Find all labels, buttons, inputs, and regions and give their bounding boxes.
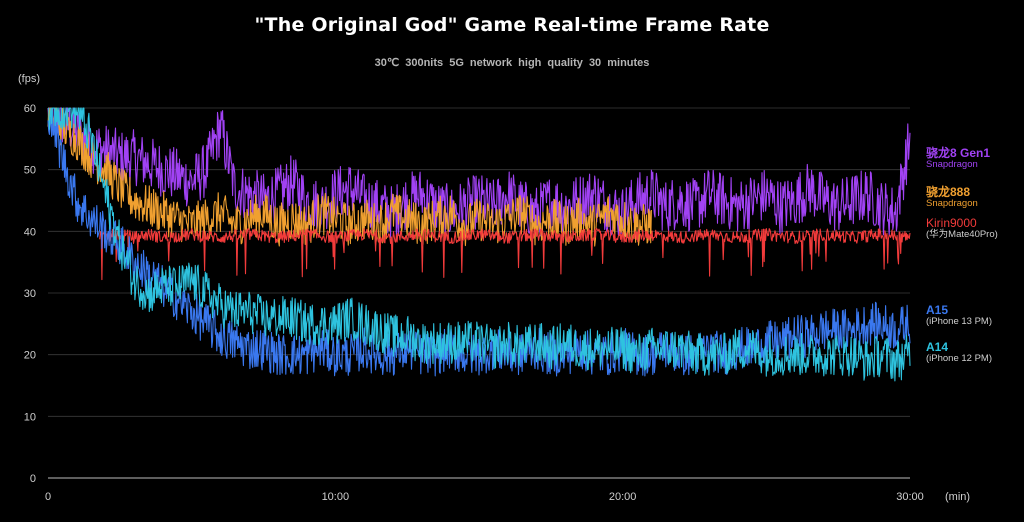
legend-label: A14 — [926, 340, 949, 354]
legend-sublabel: Snapdragon — [926, 158, 978, 170]
legend-sublabel: Snapdragon — [926, 197, 978, 209]
series-line-1 — [47, 107, 652, 247]
legend-entry-a14: A14 (iPhone 12 PM) — [926, 341, 992, 364]
y-tick-label: 20 — [24, 350, 36, 362]
x-tick-label: 0 — [45, 491, 51, 503]
legend-label: Kirin9000 — [926, 216, 977, 230]
legend-sublabel: (iPhone 13 PM) — [926, 315, 993, 327]
y-axis-label: (fps) — [18, 73, 40, 85]
x-axis-label: (min) — [945, 491, 970, 503]
legend-entry-a15: A15 (iPhone 13 PM) — [926, 304, 992, 327]
series-line-2 — [99, 227, 911, 281]
chart-title: "The Original God" Game Real-time Frame … — [254, 14, 770, 36]
legend-label: 骁龙8 Gen1 — [926, 146, 991, 160]
series-line-0 — [47, 107, 911, 239]
x-tick-label: 30:00 — [896, 491, 924, 503]
legend-label: A15 — [926, 303, 949, 317]
legend-sublabel: (华为Mate40Pro) — [926, 228, 998, 240]
y-tick-label: 40 — [24, 226, 36, 238]
y-tick-label: 0 — [30, 473, 36, 485]
y-tick-label: 10 — [24, 411, 36, 423]
series-lines — [47, 107, 911, 382]
x-tick-label: 20:00 — [609, 491, 637, 503]
y-tick-label: 30 — [24, 288, 36, 300]
legend-entry-kirin9000: Kirin9000 (华为Mate40Pro) — [926, 217, 998, 240]
legend-entry-snapdragon888: 骁龙888 Snapdragon — [926, 186, 978, 209]
legend-sublabel: (iPhone 12 PM) — [926, 352, 993, 364]
y-tick-label: 50 — [24, 165, 36, 177]
chart-subtitle: 30℃ 300nits 5G network high quality 30 m… — [374, 57, 650, 69]
legend-entry-snapdragon8gen1: 骁龙8 Gen1 Snapdragon — [926, 147, 990, 170]
y-tick-label: 60 — [24, 103, 36, 115]
legend-label: 骁龙888 — [926, 185, 971, 199]
x-tick-label: 10:00 — [322, 491, 350, 503]
series-line-4 — [47, 107, 911, 382]
axes: 0 10 20 30 40 50 60 0 10:00 20:00 30:00 (fps) (min) — [18, 73, 970, 503]
